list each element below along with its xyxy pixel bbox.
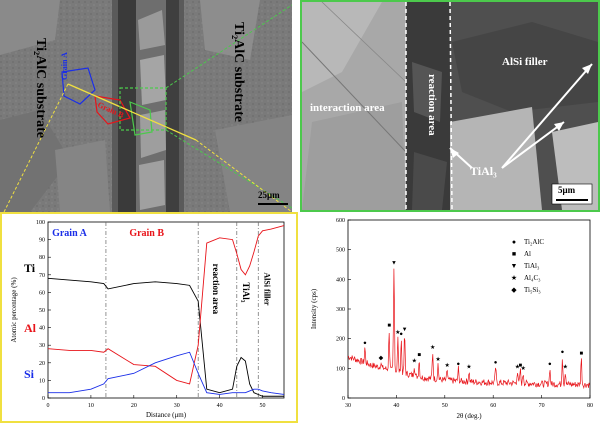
sem-overview-image [0, 0, 292, 212]
x-tick-label: 10 [88, 403, 94, 409]
reaction-area-label: reaction area [426, 74, 438, 136]
y-tick-label: 0 [342, 396, 345, 402]
line-scan-chart-panel: 0 10 20 30 40 50 0 10 20 30 40 50 60 70 80 90 100 Distanc… [0, 212, 298, 423]
peak-marker: ★ [412, 357, 417, 364]
peak-marker: ● [363, 341, 367, 347]
x-tick-label: 70 [539, 403, 545, 409]
y-tick-label: 100 [36, 220, 45, 226]
x-axis-label: 2θ (deg.) [456, 412, 482, 420]
peak-marker: ★ [563, 363, 568, 370]
region-label-grain-b: Grain B [129, 228, 164, 239]
y-tick-label: 400 [336, 277, 345, 283]
y-tick-label: 50 [39, 308, 45, 314]
peak-marker: ★ [430, 344, 435, 351]
xrd-chart-panel: 30 40 50 60 70 80 0 100 200 300 400 500 600 2θ (deg.)… [300, 212, 600, 423]
detail-scale-label: 5μm [558, 185, 576, 195]
substrate-left-label: Ti₂AlC substrate [33, 38, 48, 139]
peak-marker: ▼ [402, 327, 408, 333]
region-label-alsi-filler: AlSi filler [263, 272, 272, 306]
x-tick-label: 30 [174, 403, 180, 409]
grain-a-label: Grain A [60, 52, 69, 80]
series-label-si: Si [24, 367, 35, 381]
peak-marker: ■ [518, 363, 522, 369]
y-tick-label: 40 [39, 326, 45, 332]
y-tick-label: 300 [336, 307, 345, 313]
legend-label: TiAl₃ [524, 262, 540, 270]
xrd-chart: 30 40 50 60 70 80 0 100 200 300 400 500 600 2θ (deg.)… [310, 218, 593, 420]
legend-label: Al₄C₃ [524, 274, 541, 282]
y-tick-label: 60 [39, 290, 45, 296]
substrate-right-label: Ti₂AlC substrate [231, 22, 246, 123]
sem-micrograph-overview: Ti₂AlC substrate Ti₂AlC substrate Grain … [0, 0, 292, 212]
x-tick-label: 40 [217, 403, 223, 409]
y-tick-label: 100 [336, 366, 345, 372]
x-tick-label: 60 [490, 403, 496, 409]
y-tick-label: 80 [39, 255, 45, 261]
peak-marker: ◆ [379, 355, 384, 361]
sem-micrograph-detail: interaction area reaction area AlSi fill… [300, 0, 600, 212]
region-label-reaction-area: reaction area [211, 264, 221, 315]
peak-marker: ■ [417, 352, 421, 358]
region-label-grain-a: Grain A [52, 228, 88, 239]
y-tick-label: 90 [39, 238, 45, 244]
legend-marker: ▼ [511, 262, 518, 270]
line-scan-chart: 0 10 20 30 40 50 0 10 20 30 40 50 60 70 80 90 100 Distanc… [10, 220, 285, 419]
legend-marker: ■ [512, 250, 516, 258]
peak-marker: ★ [395, 329, 400, 336]
x-tick-label: 50 [442, 403, 448, 409]
peak-marker: ★ [466, 363, 471, 370]
xrd-pattern-line [347, 268, 590, 390]
sem-detail-image [302, 2, 598, 210]
alsi-filler-label: AlSi filler [502, 56, 548, 68]
y-tick-label: 30 [39, 343, 45, 349]
y-axis-label: Intensity (cps) [310, 288, 318, 329]
peak-marker: ● [561, 349, 565, 355]
plot-frame [47, 221, 285, 399]
peak-marker: ■ [579, 351, 583, 357]
y-tick-label: 600 [336, 218, 345, 224]
x-tick-label: 20 [131, 403, 137, 409]
peak-marker: ▼ [391, 260, 397, 266]
y-tick-label: 500 [336, 248, 345, 254]
legend-label: Ti₂AlC [524, 238, 544, 246]
plot-frame [347, 219, 591, 399]
peak-marker: ★ [445, 362, 450, 369]
peak-marker: ★ [515, 363, 520, 370]
peak-marker: ● [494, 360, 498, 366]
tial3-label: TiAl₃ [470, 164, 497, 178]
legend-marker: ◆ [511, 286, 517, 294]
series-label-ti: Ti [24, 261, 36, 275]
peak-marker: ● [399, 332, 403, 338]
peak-marker: ● [457, 361, 461, 367]
series-line-al [47, 225, 285, 385]
x-axis-label: Distance (μm) [146, 411, 187, 419]
series-label-al: Al [24, 321, 37, 335]
peak-marker: ● [548, 361, 552, 367]
x-tick-label: 30 [345, 403, 351, 409]
legend-label: Ti₅Si₃ [524, 286, 541, 294]
y-tick-label: 0 [42, 396, 45, 402]
y-tick-label: 70 [39, 273, 45, 279]
y-tick-label: 20 [39, 361, 45, 367]
x-tick-label: 40 [393, 403, 399, 409]
peak-marker: ■ [387, 323, 391, 329]
interaction-area-label: interaction area [310, 102, 385, 114]
legend-label: Al [524, 250, 531, 258]
peak-marker: ★ [435, 356, 440, 363]
scale-bar-label: 25μm [258, 190, 280, 200]
series-line-si [48, 351, 285, 395]
x-tick-label: 50 [260, 403, 266, 409]
y-axis-label: Atomic percentage (%) [10, 277, 18, 343]
x-tick-label: 80 [587, 403, 593, 409]
legend-marker: ● [512, 238, 516, 246]
y-tick-label: 200 [336, 337, 345, 343]
region-label-tial3: TiAl₃ [241, 282, 251, 302]
legend-marker: ★ [511, 274, 517, 282]
series-line-ti [47, 277, 284, 397]
peak-marker: ★ [521, 365, 526, 372]
x-tick-label: 0 [47, 403, 50, 409]
y-tick-label: 10 [39, 378, 45, 384]
